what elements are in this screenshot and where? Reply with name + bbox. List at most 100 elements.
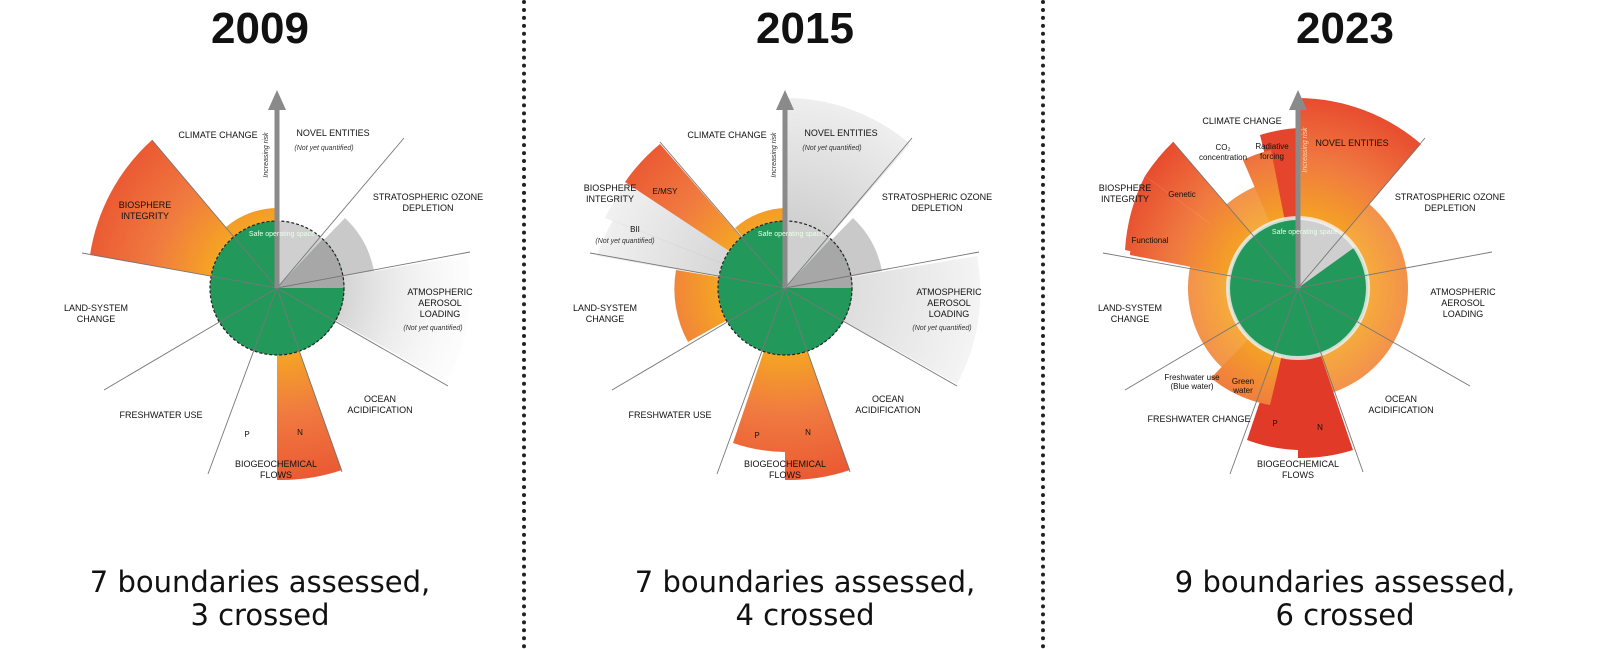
divider (522, 0, 526, 649)
label-biogeochemical-1: BIOGEOCHEMICAL (235, 459, 317, 469)
label-novel-entities: NOVEL ENTITIES (296, 128, 369, 138)
caption-line-2: 6 crossed (1275, 598, 1415, 632)
label-emsy: E/MSY (653, 187, 679, 196)
arrow-up-icon (268, 90, 286, 110)
label-land-1: LAND-SYSTEM (1098, 303, 1162, 313)
label-freshwater: FRESHWATER USE (628, 410, 711, 420)
label-biosphere-1: BIOSPHERE (584, 183, 637, 193)
caption: 9 boundaries assessed, 6 crossed (1085, 566, 1605, 632)
label-n: N (1317, 423, 1323, 432)
label-novel-sub: (Not yet quantified) (294, 145, 353, 152)
label-ozone-2: DEPLETION (1424, 203, 1475, 213)
arrow-up-icon (776, 90, 794, 110)
label-green-water-2: water (1232, 386, 1253, 395)
year-title: 2009 (211, 4, 309, 53)
arrow-up-icon (1289, 90, 1307, 110)
label-n: N (805, 428, 811, 437)
planetary-boundaries-diagram-2023: Increasing risk CLIMATE CHANGE CO₂ conce… (1098, 90, 1505, 480)
panel-2023: 2023 (1085, 0, 1605, 649)
label-n: N (297, 428, 303, 437)
label-land-2: CHANGE (586, 314, 625, 324)
label-ozone-2: DEPLETION (402, 203, 453, 213)
label-freshwater-change: FRESHWATER CHANGE (1147, 414, 1250, 424)
label-ozone-1: STRATOSPHERIC OZONE (373, 192, 483, 202)
caption-line-1: 7 boundaries assessed, (634, 565, 976, 599)
label-blue-water-1: Freshwater use (1164, 373, 1220, 382)
panel-2015: 2015 (545, 0, 1065, 649)
label-radiative-2: forcing (1260, 152, 1284, 161)
label-biogeochemical-2: FLOWS (260, 470, 292, 480)
label-biogeochemical-1: BIOGEOCHEMICAL (744, 459, 826, 469)
planetary-boundaries-diagram-2009: Increasing risk CLIMATE CHANGE NOVEL ENT… (64, 90, 483, 481)
label-ocean-2: ACIDIFICATION (1368, 405, 1433, 415)
divider (1041, 0, 1045, 649)
label-bii: BII (630, 225, 640, 234)
label-co2-2: concentration (1199, 153, 1247, 162)
label-aerosol-3: LOADING (420, 309, 461, 319)
label-ocean-2: ACIDIFICATION (347, 405, 412, 415)
label-safe-space: Safe operating space (758, 231, 824, 238)
label-ozone-2: DEPLETION (911, 203, 962, 213)
label-land-2: CHANGE (77, 314, 116, 324)
label-ocean-1: OCEAN (872, 394, 904, 404)
label-biosphere-2: INTEGRITY (586, 194, 634, 204)
label-radiative-1: Radiative (1255, 142, 1289, 151)
label-bii-sub: (Not yet quantified) (595, 238, 654, 245)
label-biogeochemical-2: FLOWS (1282, 470, 1314, 480)
label-aerosol-2: AEROSOL (1441, 298, 1485, 308)
label-aerosol-1: ATMOSPHERIC (407, 287, 473, 297)
planetary-boundaries-diagram-2015: Increasing risk CLIMATE CHANGE NOVEL ENT… (573, 90, 992, 481)
label-climate-change: CLIMATE CHANGE (1202, 116, 1281, 126)
risk-label: Increasing risk (771, 132, 778, 178)
label-blue-water-2: (Blue water) (1170, 382, 1213, 391)
caption-line-2: 3 crossed (190, 598, 330, 632)
label-functional: Functional (1132, 236, 1169, 245)
label-biosphere-2: INTEGRITY (121, 211, 169, 221)
label-p: P (244, 430, 249, 439)
label-genetic: Genetic (1168, 190, 1196, 199)
label-biosphere-1: BIOSPHERE (1099, 183, 1152, 193)
label-aerosol-1: ATMOSPHERIC (1430, 287, 1496, 297)
label-biogeochemical-2: FLOWS (769, 470, 801, 480)
label-ocean-1: OCEAN (364, 394, 396, 404)
label-biosphere-2: INTEGRITY (1101, 194, 1149, 204)
year-title: 2015 (756, 4, 854, 53)
label-p: P (1272, 419, 1277, 428)
label-aerosol-2: AEROSOL (927, 298, 971, 308)
risk-label: Increasing risk (263, 132, 270, 178)
label-freshwater: FRESHWATER USE (119, 410, 202, 420)
label-aerosol-3: LOADING (1443, 309, 1484, 319)
label-land-2: CHANGE (1111, 314, 1150, 324)
label-ozone-1: STRATOSPHERIC OZONE (1395, 192, 1505, 202)
label-climate-change: CLIMATE CHANGE (178, 130, 257, 140)
caption: 7 boundaries assessed, 4 crossed (545, 566, 1065, 632)
label-land-1: LAND-SYSTEM (573, 303, 637, 313)
caption-line-1: 7 boundaries assessed, (89, 565, 431, 599)
caption-line-2: 4 crossed (735, 598, 875, 632)
label-aerosol-1: ATMOSPHERIC (916, 287, 982, 297)
caption: 7 boundaries assessed, 3 crossed (0, 566, 520, 632)
label-ozone-1: STRATOSPHERIC OZONE (882, 192, 992, 202)
label-ocean-2: ACIDIFICATION (855, 405, 920, 415)
label-biogeochemical-1: BIOGEOCHEMICAL (1257, 459, 1339, 469)
label-novel-sub: (Not yet quantified) (802, 145, 861, 152)
panel-2009: 2009 (0, 0, 520, 649)
label-novel-entities: NOVEL ENTITIES (1315, 138, 1388, 148)
label-co2-1: CO₂ (1215, 143, 1230, 152)
label-aerosol-sub: (Not yet quantified) (403, 325, 462, 332)
label-safe-space: Safe operating space (249, 231, 315, 238)
label-green-water-1: Green (1232, 377, 1254, 386)
year-title: 2023 (1296, 4, 1394, 53)
label-ocean-1: OCEAN (1385, 394, 1417, 404)
label-land-1: LAND-SYSTEM (64, 303, 128, 313)
caption-line-1: 9 boundaries assessed, (1174, 565, 1516, 599)
label-novel-entities: NOVEL ENTITIES (804, 128, 877, 138)
label-aerosol-sub: (Not yet quantified) (912, 325, 971, 332)
label-aerosol-2: AEROSOL (418, 298, 462, 308)
label-climate-change: CLIMATE CHANGE (687, 130, 766, 140)
risk-label: Increasing risk (1302, 127, 1309, 173)
label-p: P (754, 431, 759, 440)
label-aerosol-3: LOADING (929, 309, 970, 319)
label-biosphere-1: BIOSPHERE (119, 200, 172, 210)
label-safe-space: Safe operating space (1272, 229, 1338, 236)
